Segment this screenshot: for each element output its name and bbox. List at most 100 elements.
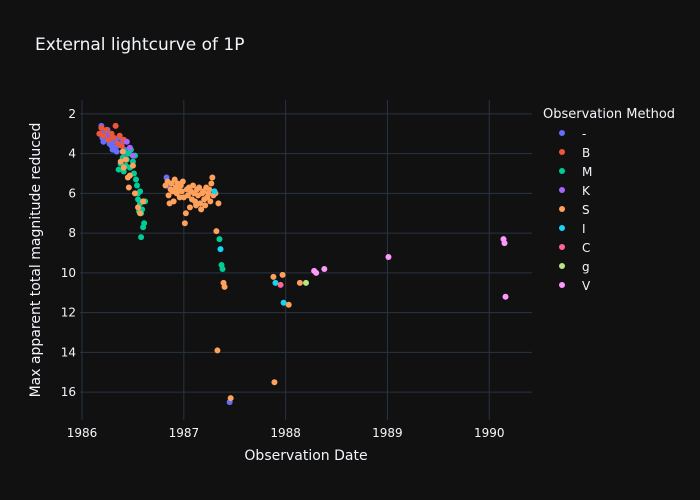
data-point[interactable] xyxy=(138,234,145,241)
data-point[interactable] xyxy=(129,162,136,169)
data-point[interactable] xyxy=(285,301,292,308)
legend-label[interactable]: g xyxy=(582,260,590,274)
data-point[interactable] xyxy=(179,178,186,185)
data-point[interactable] xyxy=(112,122,119,129)
data-point[interactable] xyxy=(280,299,287,306)
legend-marker[interactable] xyxy=(559,282,565,288)
legend-label[interactable]: - xyxy=(582,127,586,141)
data-point[interactable] xyxy=(100,132,107,139)
data-point[interactable] xyxy=(117,158,124,165)
data-point[interactable] xyxy=(502,293,509,300)
legend-label[interactable]: V xyxy=(582,279,591,293)
data-point[interactable] xyxy=(134,182,141,189)
data-point[interactable] xyxy=(131,190,138,197)
data-point[interactable] xyxy=(279,271,286,278)
data-point[interactable] xyxy=(140,198,147,205)
y-tick-label: 4 xyxy=(68,147,76,161)
legend-label[interactable]: B xyxy=(582,146,590,160)
data-point[interactable] xyxy=(227,395,234,402)
data-point[interactable] xyxy=(202,202,209,209)
legend-marker[interactable] xyxy=(559,149,565,155)
x-tick-label: 1986 xyxy=(67,426,98,440)
data-point[interactable] xyxy=(272,279,279,286)
data-point[interactable] xyxy=(270,273,277,280)
data-point[interactable] xyxy=(211,188,218,195)
data-points[interactable] xyxy=(96,122,509,406)
plot-area: 1986 1987 1988 1989 1990 2 4 6 8 10 12 14 16 xyxy=(61,100,532,440)
x-tick-label: 1987 xyxy=(169,426,200,440)
data-point[interactable] xyxy=(110,134,117,141)
legend-label[interactable]: K xyxy=(582,184,591,198)
x-tick-label: 1988 xyxy=(270,426,301,440)
legend-label[interactable]: I xyxy=(582,222,586,236)
data-point[interactable] xyxy=(126,172,133,179)
legend-marker[interactable] xyxy=(559,206,565,212)
legend-label[interactable]: S xyxy=(582,203,590,217)
legend-marker[interactable] xyxy=(559,130,565,136)
data-point[interactable] xyxy=(206,186,213,193)
data-point[interactable] xyxy=(207,198,214,205)
data-point[interactable] xyxy=(190,182,196,189)
data-point[interactable] xyxy=(135,204,142,211)
data-point[interactable] xyxy=(165,192,172,199)
data-point[interactable] xyxy=(216,236,223,243)
data-point[interactable] xyxy=(170,198,177,205)
data-point[interactable] xyxy=(105,136,112,143)
data-point[interactable] xyxy=(198,206,205,213)
data-point[interactable] xyxy=(214,347,221,354)
y-axis-ticks: 2 4 6 8 10 12 14 16 xyxy=(61,107,76,399)
data-point[interactable] xyxy=(217,246,224,253)
data-point[interactable] xyxy=(182,210,189,217)
data-point[interactable] xyxy=(115,166,122,173)
legend-marker[interactable] xyxy=(559,187,565,193)
data-point[interactable] xyxy=(116,132,123,139)
data-point[interactable] xyxy=(208,180,215,187)
data-point[interactable] xyxy=(303,279,309,286)
data-point[interactable] xyxy=(141,220,148,227)
data-point[interactable] xyxy=(221,283,228,290)
data-point[interactable] xyxy=(313,269,320,276)
data-point[interactable] xyxy=(385,254,392,261)
data-point[interactable] xyxy=(197,200,204,207)
legend-marker[interactable] xyxy=(559,168,565,174)
data-point[interactable] xyxy=(186,204,193,211)
data-point[interactable] xyxy=(132,176,139,183)
data-point[interactable] xyxy=(178,188,185,195)
data-point[interactable] xyxy=(196,184,203,191)
data-point[interactable] xyxy=(271,379,278,386)
data-point[interactable] xyxy=(119,148,126,155)
data-point[interactable] xyxy=(135,196,142,203)
legend-label[interactable]: M xyxy=(582,165,592,179)
data-point[interactable] xyxy=(219,265,226,272)
data-point[interactable] xyxy=(215,200,222,207)
data-point[interactable] xyxy=(129,152,136,159)
data-point[interactable] xyxy=(98,124,105,131)
data-point[interactable] xyxy=(122,156,129,163)
data-point[interactable] xyxy=(137,210,144,217)
data-point[interactable] xyxy=(123,138,130,145)
data-point[interactable] xyxy=(181,220,188,227)
data-point[interactable] xyxy=(113,148,120,155)
data-point[interactable] xyxy=(103,126,110,133)
data-point[interactable] xyxy=(321,265,328,272)
chart-title: External lightcurve of 1P xyxy=(35,35,245,55)
x-tick-label: 1989 xyxy=(372,426,403,440)
data-point[interactable] xyxy=(209,174,216,181)
data-point[interactable] xyxy=(118,142,125,149)
data-point[interactable] xyxy=(137,188,144,195)
data-point[interactable] xyxy=(120,164,127,171)
legend-label[interactable]: C xyxy=(582,241,590,255)
legend-marker[interactable] xyxy=(559,225,565,231)
data-point[interactable] xyxy=(277,281,284,288)
y-tick-label: 2 xyxy=(68,107,76,121)
data-point[interactable] xyxy=(296,279,303,286)
data-point[interactable] xyxy=(125,184,132,191)
legend-marker[interactable] xyxy=(559,244,565,250)
legend-marker[interactable] xyxy=(559,263,565,269)
x-tick-label: 1990 xyxy=(474,426,505,440)
data-point[interactable] xyxy=(501,240,508,247)
data-point[interactable] xyxy=(213,228,220,235)
data-point[interactable] xyxy=(126,144,133,151)
